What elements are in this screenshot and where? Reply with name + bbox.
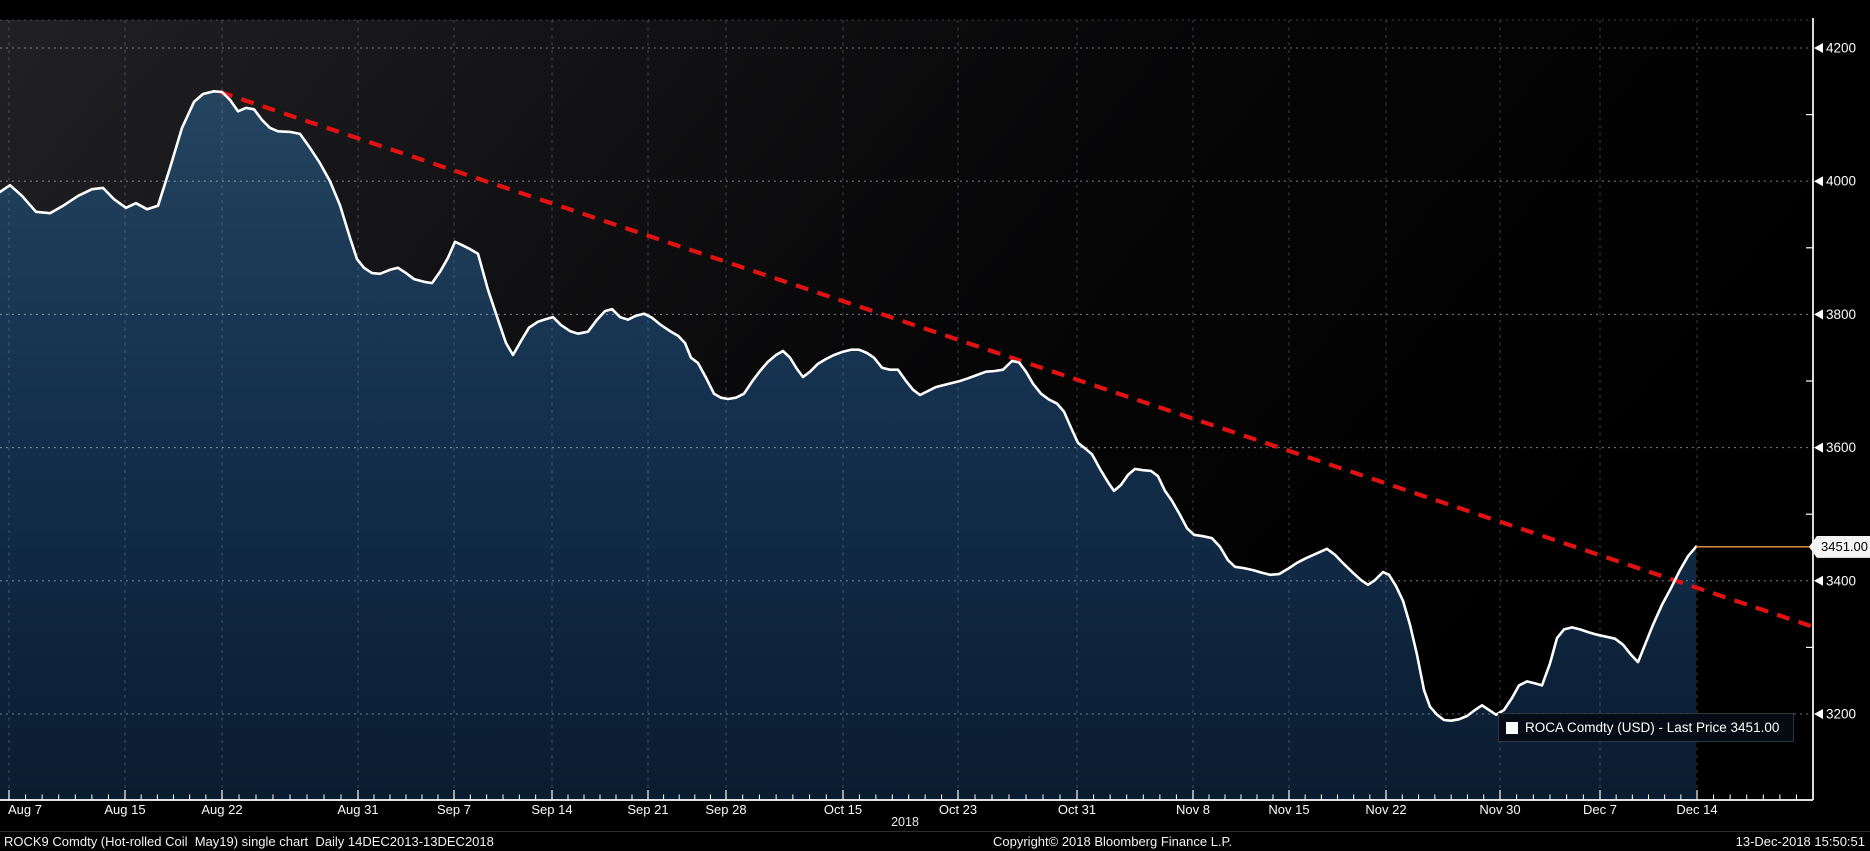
axes-and-ticks [0,18,1814,801]
y-tick-arrow-icon [1814,442,1823,453]
x-axis-year-label: 2018 [891,815,919,829]
last-price-flag: 3451.00 [1809,535,1870,558]
security-description: ROCK9 Comdty (Hot-rolled Coil May19) sin… [4,834,494,849]
x-axis-label: Nov 22 [1365,802,1406,817]
area-fill [0,91,1696,801]
y-axis-label: 3800 [1826,307,1856,322]
copyright-notice: Copyright© 2018 Bloomberg Finance L.P. [993,834,1233,849]
status-bar: ROCK9 Comdty (Hot-rolled Coil May19) sin… [0,831,1870,851]
trendline [219,89,1814,629]
legend-label: ROCA Comdty (USD) - Last Price 3451.00 [1525,720,1780,735]
area-fill-path [0,91,1696,801]
y-axis-label: 3400 [1826,573,1856,588]
x-axis-label: Aug 31 [337,802,378,817]
y-axis-label: 3200 [1826,707,1856,722]
x-axis-label: Nov 30 [1479,802,1520,817]
x-axis-label: Oct 23 [939,802,977,817]
last-price-value: 3451.00 [1821,539,1868,555]
y-axis-label: 4000 [1826,174,1856,189]
legend-swatch-icon [1506,721,1518,734]
x-axis-label: Dec 14 [1676,802,1717,817]
timestamp: 13-Dec-2018 15:50:51 [1735,834,1865,849]
x-axis-label: Aug 15 [104,802,145,817]
y-axis-label: 4200 [1826,41,1856,56]
y-tick-arrow-icon [1814,709,1823,719]
gridlines [0,19,1813,800]
x-axis-label: Oct 31 [1058,802,1096,817]
red-dashed-trendline [219,89,1814,629]
x-axis-label: Aug 22 [201,802,242,817]
x-axis-label: Nov 15 [1268,802,1309,817]
x-axis-label: Nov 8 [1176,802,1210,817]
x-axis-label: Sep 21 [627,802,668,817]
y-tick-arrow-icon [1814,309,1823,320]
y-tick-arrow-icon [1814,176,1823,187]
price-line [0,90,1698,722]
x-axis-label: Sep 28 [705,802,746,817]
y-tick-arrow-icon [1814,43,1823,53]
y-axis-labels: 4200 4000 3800 3600 3400 3200 [1809,41,1856,722]
y-tick-arrow-icon [1814,575,1823,586]
x-axis-label: Sep 7 [437,802,471,817]
x-axis-label: Dec 7 [1583,802,1617,817]
legend[interactable]: ROCA Comdty (USD) - Last Price 3451.00 [1498,713,1794,742]
x-axis-label: Aug 7 [8,802,42,817]
x-axis-label: Oct 15 [824,802,862,817]
x-axis-labels: Aug 7 Aug 15 Aug 22 Aug 31 Sep 7 Sep 14 Sep 21… [8,802,1718,817]
price-line-series [0,90,1698,722]
x-axis-label: Sep 14 [531,802,572,817]
y-axis-label: 3600 [1826,440,1856,455]
price-chart-canvas[interactable]: Aug 7 Aug 15 Aug 22 Aug 31 Sep 7 Sep 14 Sep 21… [0,0,1870,831]
